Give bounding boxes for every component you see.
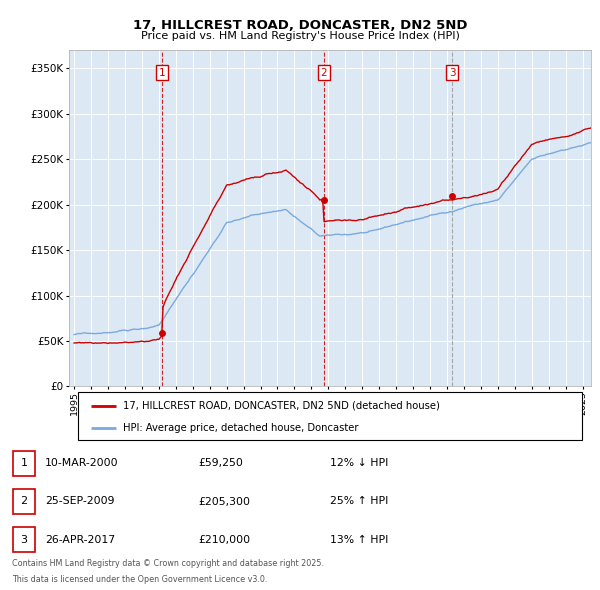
- FancyBboxPatch shape: [78, 392, 582, 440]
- Text: HPI: Average price, detached house, Doncaster: HPI: Average price, detached house, Donc…: [124, 423, 359, 432]
- Text: This data is licensed under the Open Government Licence v3.0.: This data is licensed under the Open Gov…: [12, 575, 268, 584]
- Text: £210,000: £210,000: [198, 535, 250, 545]
- FancyBboxPatch shape: [13, 451, 35, 476]
- Text: 25% ↑ HPI: 25% ↑ HPI: [330, 497, 388, 506]
- Text: 13% ↑ HPI: 13% ↑ HPI: [330, 535, 388, 545]
- FancyBboxPatch shape: [13, 489, 35, 514]
- Text: 12% ↓ HPI: 12% ↓ HPI: [330, 458, 388, 468]
- Text: 2: 2: [20, 497, 28, 506]
- Text: £59,250: £59,250: [198, 458, 243, 468]
- Text: 3: 3: [20, 535, 28, 545]
- Text: 26-APR-2017: 26-APR-2017: [45, 535, 115, 545]
- FancyBboxPatch shape: [13, 527, 35, 552]
- Point: [448, 191, 457, 200]
- Text: 10-MAR-2000: 10-MAR-2000: [45, 458, 119, 468]
- Text: 25-SEP-2009: 25-SEP-2009: [45, 497, 115, 506]
- Text: 3: 3: [449, 68, 455, 78]
- Text: 1: 1: [159, 68, 166, 78]
- Point: [157, 328, 167, 337]
- Text: 17, HILLCREST ROAD, DONCASTER, DN2 5ND (detached house): 17, HILLCREST ROAD, DONCASTER, DN2 5ND (…: [124, 401, 440, 411]
- Text: Price paid vs. HM Land Registry's House Price Index (HPI): Price paid vs. HM Land Registry's House …: [140, 31, 460, 41]
- Text: 2: 2: [320, 68, 327, 78]
- Text: 17, HILLCREST ROAD, DONCASTER, DN2 5ND: 17, HILLCREST ROAD, DONCASTER, DN2 5ND: [133, 19, 467, 32]
- Text: Contains HM Land Registry data © Crown copyright and database right 2025.: Contains HM Land Registry data © Crown c…: [12, 559, 324, 568]
- Text: 1: 1: [20, 458, 28, 468]
- Point: [319, 195, 329, 205]
- Text: £205,300: £205,300: [198, 497, 250, 506]
